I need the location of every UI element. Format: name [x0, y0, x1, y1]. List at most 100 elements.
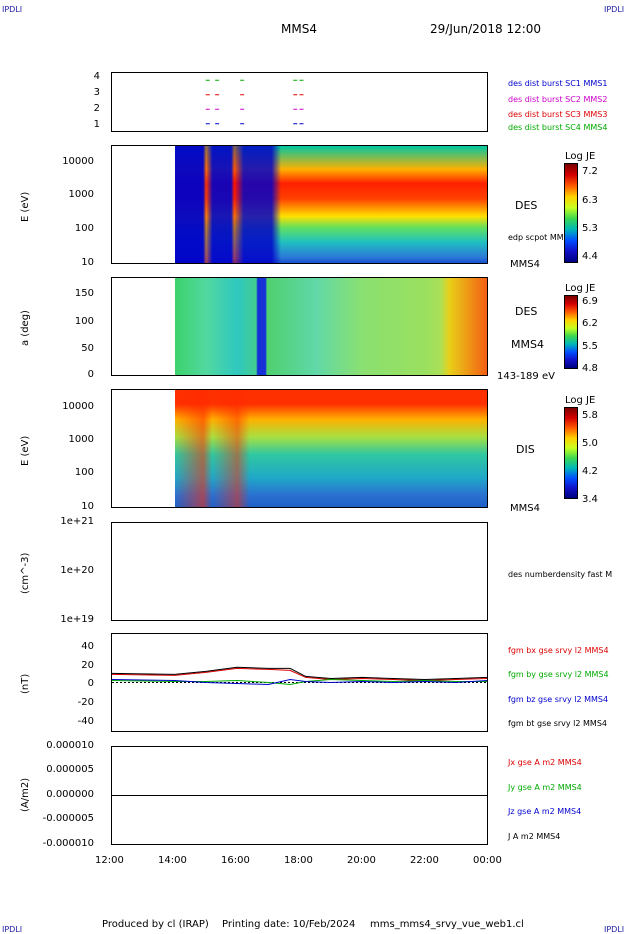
current-ytick: -0.000005 — [42, 813, 94, 824]
density-ytick: 1e+20 — [60, 565, 94, 576]
footer-filename: mms_mms4_srvy_vue_web1.cl — [370, 919, 524, 930]
des-energy-spectrogram — [175, 146, 487, 263]
xtick-label: 00:00 — [473, 855, 502, 866]
legend-bz: fgm bz gse srvy l2 MMS4 — [508, 695, 609, 704]
des-energy-ylabel: E (eV) — [20, 191, 31, 222]
legend-by: fgm by gse srvy l2 MMS4 — [508, 670, 609, 679]
burst-panel — [111, 72, 488, 132]
des-pitch-ytick: 0 — [87, 369, 94, 380]
dis-energy-ytick: 10000 — [62, 401, 94, 412]
legend-jz: Jz gse A m2 MMS4 — [508, 807, 582, 816]
des-pitch-spectrogram — [175, 278, 487, 375]
legend-mms3: des dist burst SC3 MMS3 — [508, 110, 608, 119]
xtick-label: 20:00 — [347, 855, 376, 866]
burst-ytick: 1 — [93, 119, 100, 130]
cb2-tick: 4.8 — [582, 363, 598, 374]
fgm-series-line — [112, 678, 487, 686]
des-energy-panel — [111, 145, 488, 264]
legend-j: J A m2 MMS4 — [508, 832, 561, 841]
fgm-ytick: 20 — [81, 660, 94, 671]
des-pitch-panel — [111, 277, 488, 376]
dis-energy-sc: MMS4 — [510, 503, 540, 514]
des-energy-ytick: 100 — [74, 223, 94, 234]
current-ytick: 0.000010 — [46, 740, 94, 751]
fgm-ytick: 40 — [81, 641, 94, 652]
cb3-tick: 5.0 — [582, 438, 598, 449]
burst-ytick: 2 — [93, 103, 100, 114]
colorbar-2 — [564, 295, 578, 369]
fgm-ytick: -20 — [77, 697, 94, 708]
footer-produced: Produced by cl (IRAP) — [102, 919, 209, 930]
current-ylabel: (A/m2) — [20, 777, 31, 812]
cb1-title: Log JE — [565, 151, 596, 162]
fgm-series-line — [112, 666, 487, 681]
colorbar-3 — [564, 407, 578, 499]
xtick-label: 14:00 — [158, 855, 187, 866]
des-energy-sc: MMS4 — [510, 259, 540, 270]
cb2-title: Log JE — [565, 283, 596, 294]
cb1-tick: 6.3 — [582, 195, 598, 206]
des-pitch-ytick: 50 — [81, 343, 94, 354]
current-panel — [111, 746, 488, 845]
footer-printing-date: Printing date: 10/Feb/2024 — [222, 919, 356, 930]
burst-ytick: 3 — [93, 87, 100, 98]
corner-tag-bottom-left: IPDLI — [2, 925, 23, 934]
density-ytick: 1e+19 — [60, 614, 94, 625]
xtick-label: 16:00 — [221, 855, 250, 866]
dis-energy-panel — [111, 389, 488, 508]
cb3-tick: 4.2 — [582, 466, 598, 477]
current-ytick: -0.000010 — [42, 838, 94, 849]
current-ytick: 0.000005 — [46, 764, 94, 775]
scpot-label: edp scpot MMS4 — [508, 233, 574, 242]
des-pitch-ylabel: a (deg) — [20, 310, 31, 346]
density-ylabel: (cm^-3) — [20, 552, 31, 594]
density-panel — [111, 522, 488, 621]
current-plot — [112, 795, 487, 796]
fgm-ytick: 0 — [87, 678, 94, 689]
cb1-tick: 7.2 — [582, 166, 598, 177]
des-energy-ytick: 1000 — [68, 189, 94, 200]
burst-marks — [205, 79, 304, 125]
density-ytick: 1e+21 — [60, 516, 94, 527]
cb2-tick: 6.9 — [582, 296, 598, 307]
cb2-tick: 6.2 — [582, 318, 598, 329]
des-pitch-energy-range: 143-189 eV — [497, 371, 555, 382]
legend-mms2: des dist burst SC2 MMS2 — [508, 95, 608, 104]
fgm-ytick: -40 — [77, 716, 94, 727]
des-pitch-ytick: 150 — [74, 288, 94, 299]
legend-jx: Jx gse A m2 MMS4 — [508, 758, 582, 767]
xtick-label: 18:00 — [284, 855, 313, 866]
xtick-label: 22:00 — [410, 855, 439, 866]
current-ytick: 0.000000 — [46, 789, 94, 800]
cb3-tick: 5.8 — [582, 410, 598, 421]
dis-energy-instrument: DIS — [516, 443, 535, 456]
dis-energy-ytick: 10 — [81, 501, 94, 512]
corner-tag-top-left: IPDLI — [2, 5, 23, 14]
des-energy-ytick: 10000 — [62, 156, 94, 167]
fgm-plot — [112, 666, 487, 686]
cb2-tick: 5.5 — [582, 341, 598, 352]
burst-ytick: 4 — [93, 71, 100, 82]
dis-energy-ytick: 100 — [74, 467, 94, 478]
des-pitch-instrument: DES — [515, 305, 538, 318]
fgm-panel — [111, 633, 488, 732]
xtick-label: 12:00 — [95, 855, 124, 866]
legend-bt: fgm bt gse srvy l2 MMS4 — [508, 719, 607, 728]
density-legend: des numberdensity fast M — [508, 570, 613, 579]
dis-energy-spectrogram — [175, 390, 487, 507]
legend-mms1: des dist burst SC1 MMS1 — [508, 79, 608, 88]
cb3-tick: 3.4 — [582, 494, 598, 505]
cb3-title: Log JE — [565, 395, 596, 406]
corner-tag-bottom-right: IPDLI — [604, 925, 625, 934]
corner-tag-top-right: IPDLI — [604, 5, 625, 14]
mission-title: MMS4 — [281, 22, 317, 36]
des-pitch-ytick: 100 — [74, 316, 94, 327]
dis-energy-ylabel: E (eV) — [20, 435, 31, 466]
des-pitch-sc: MMS4 — [511, 338, 544, 351]
datetime-title: 29/Jun/2018 12:00 — [430, 22, 542, 36]
des-energy-instrument: DES — [515, 199, 538, 212]
fgm-ylabel: (nT) — [20, 673, 31, 694]
legend-jy: Jy gse A m2 MMS4 — [508, 783, 582, 792]
cb1-tick: 5.3 — [582, 223, 598, 234]
des-energy-ytick: 10 — [81, 257, 94, 268]
